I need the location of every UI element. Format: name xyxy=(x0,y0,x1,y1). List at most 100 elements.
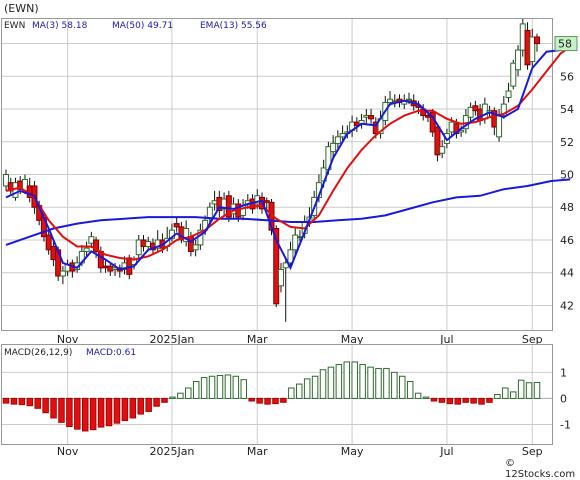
macd-bar xyxy=(319,369,327,399)
candle-body xyxy=(339,133,346,138)
price-y-tick-label: 44 xyxy=(560,267,574,280)
price-legend: EWN MA(3) 58.18 MA(50) 49.71 EMA(13) 55.… xyxy=(4,21,267,31)
price-y-tick-label: 50 xyxy=(560,169,574,182)
legend-ma50: MA(50) 49.71 xyxy=(112,21,173,31)
macd-bar xyxy=(264,397,271,405)
macd-bar xyxy=(248,397,255,402)
macd-bar xyxy=(185,387,192,399)
price-x-tick-label: Sep xyxy=(522,333,543,346)
candle-body xyxy=(515,49,522,71)
ema13-series-line xyxy=(5,45,571,261)
macd-bar xyxy=(311,375,319,399)
macd-x-tick-label: 2025Jan xyxy=(149,445,194,458)
candle xyxy=(183,220,190,247)
candle xyxy=(83,241,90,257)
candle xyxy=(467,102,474,123)
candle-body xyxy=(330,142,337,153)
macd-bar xyxy=(26,397,34,407)
price-x-tick-label: Jul xyxy=(439,333,453,346)
macd-bar xyxy=(367,366,374,399)
macd-bar xyxy=(97,397,105,428)
macd-bar xyxy=(34,397,41,409)
candle-body xyxy=(472,105,479,112)
macd-bar xyxy=(105,397,113,427)
candle-body xyxy=(292,234,299,251)
macd-y-tick-label: -1 xyxy=(560,418,571,431)
macd-x-tick-label: Mar xyxy=(247,445,268,458)
candle-body xyxy=(467,106,474,118)
macd-bar xyxy=(430,397,438,402)
macd-bar xyxy=(216,374,224,399)
price-x-tick-label: 2025Jan xyxy=(149,333,194,346)
macd-legend-label: MACD(26,12,9) xyxy=(4,348,72,358)
macd-bar xyxy=(525,382,533,399)
candle-body xyxy=(510,62,517,87)
macd-bar xyxy=(303,378,311,399)
macd-bar xyxy=(232,375,240,399)
macd-bar xyxy=(422,396,430,399)
macd-bar xyxy=(10,397,18,405)
price-y-tick-label: 42 xyxy=(560,299,574,312)
candle-body xyxy=(183,228,190,243)
macd-bar xyxy=(82,397,89,432)
candle-body xyxy=(500,103,507,117)
macd-bar xyxy=(359,364,366,399)
candle xyxy=(173,217,180,232)
ma50-series-line xyxy=(5,178,571,246)
macd-bar xyxy=(129,397,137,419)
last-price-label: 58 xyxy=(558,38,572,51)
candle xyxy=(334,130,341,150)
candle xyxy=(529,28,536,67)
candle-body xyxy=(505,90,512,99)
candle-body xyxy=(529,36,536,63)
candle-body xyxy=(3,174,9,187)
macd-y-tick-label: 0 xyxy=(560,392,567,405)
macd-bar xyxy=(169,396,176,399)
macd-bar xyxy=(406,380,414,399)
candle-body xyxy=(83,247,90,252)
price-y-tick-label: 56 xyxy=(560,70,574,83)
candle xyxy=(368,109,375,124)
candle-body xyxy=(434,126,441,156)
price-y-tick-label: 48 xyxy=(560,201,574,214)
candle-body xyxy=(439,146,446,154)
chart-symbol-title: (EWN) xyxy=(4,2,39,15)
candle xyxy=(135,235,142,260)
macd-bar xyxy=(517,379,525,399)
price-x-tick-label: Nov xyxy=(57,333,79,346)
candle xyxy=(277,262,284,293)
macd-bar xyxy=(391,371,398,399)
macd-bar xyxy=(200,377,208,399)
macd-bar xyxy=(343,361,351,399)
candle xyxy=(292,226,299,255)
macd-bar xyxy=(208,375,216,399)
macd-bar xyxy=(533,382,541,399)
macd-bar xyxy=(153,397,160,407)
candle-body xyxy=(45,234,52,251)
candle xyxy=(439,140,446,159)
macd-bar xyxy=(486,397,493,403)
candle-body xyxy=(277,268,284,287)
macd-bar xyxy=(399,375,406,399)
macd-bar xyxy=(240,379,248,399)
macd-bar xyxy=(509,391,517,399)
candle-body xyxy=(496,115,503,138)
macd-y-axis: -1 0 1 xyxy=(560,366,571,431)
macd-bar xyxy=(18,397,26,406)
legend-ma3: MA(3) 58.18 xyxy=(32,21,88,31)
macd-bar xyxy=(177,392,184,399)
price-x-axis: Nov 2025Jan Mar May Jul Sep xyxy=(57,333,543,346)
macd-bar xyxy=(478,397,485,405)
macd-bar xyxy=(438,397,446,403)
candle xyxy=(263,197,270,211)
macd-bar xyxy=(375,367,382,399)
candle-body xyxy=(93,239,100,252)
macd-bar xyxy=(335,364,343,399)
macd-bar xyxy=(280,397,287,403)
macd-bar xyxy=(113,397,121,424)
candle xyxy=(287,241,294,268)
macd-bar xyxy=(383,367,390,399)
legend-ema13: EMA(13) 55.56 xyxy=(200,21,267,31)
candle-body xyxy=(273,228,280,305)
